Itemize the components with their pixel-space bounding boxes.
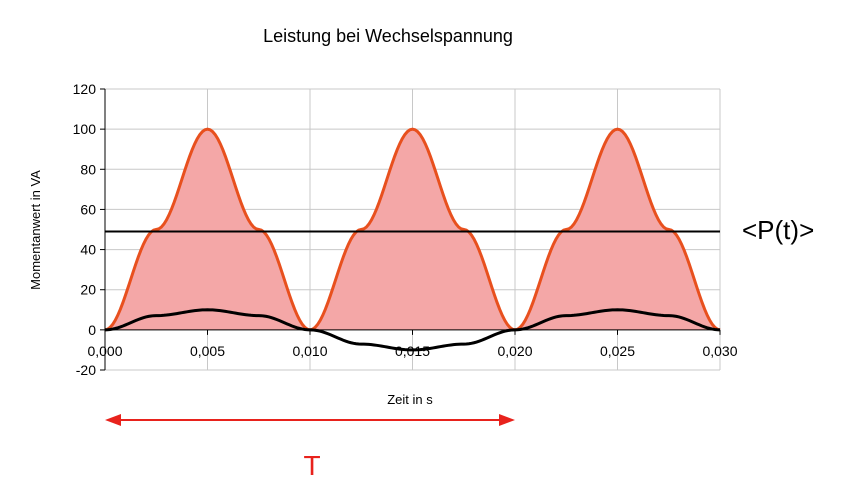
period-label: T [303,450,320,481]
power-curve [104,127,721,332]
y-tick-label: 60 [80,201,96,217]
x-tick-label: 0,000 [87,343,122,359]
y-tick-label: 120 [73,81,97,97]
x-tick-label: 0,015 [395,343,430,359]
x-tick-label: 0,020 [497,343,532,359]
y-tick-label: 20 [80,282,96,298]
x-tick-label: 0,025 [600,343,635,359]
power-area [105,129,720,330]
y-axis-label: Momentanwert in VA [28,170,43,290]
period-arrow [105,414,515,426]
x-tick-label: 0,010 [292,343,327,359]
period-arrow-head-right [499,414,515,426]
x-axis-label: Zeit in s [387,392,433,407]
axes [100,88,721,371]
y-tick-label: 80 [80,161,96,177]
y-tick-label: 100 [73,121,97,137]
x-tick-label: 0,005 [190,343,225,359]
x-tick-label: 0,030 [702,343,737,359]
y-tick-label: 40 [80,242,96,258]
y-tick-label: 0 [88,322,96,338]
period-arrow-head-left [105,414,121,426]
tick-labels: -20 0 20 40 60 80 100 120 0,000 0,005 0,010 0,015 0,… [73,81,738,378]
plot-area [104,127,721,352]
voltage-curve [104,308,721,352]
mean-power-label: <P(t)> [742,215,814,245]
y-tick-label: -20 [76,362,96,378]
chart-title: Leistung bei Wechselspannung [263,26,513,46]
